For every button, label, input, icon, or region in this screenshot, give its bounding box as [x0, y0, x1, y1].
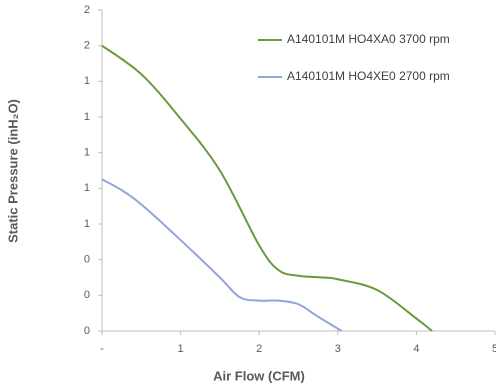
- legend-label: A140101M HO4XE0 2700 rpm: [287, 69, 450, 83]
- y-tick-label: 0: [84, 325, 90, 337]
- x-tick-label: 1: [178, 343, 184, 355]
- y-tick-label: 1: [84, 182, 90, 194]
- x-tick-label: 5: [492, 343, 496, 355]
- y-tick-label: 1: [84, 75, 90, 87]
- x-tick-label: -: [100, 343, 104, 355]
- y-tick-label: 0: [84, 289, 90, 301]
- y-tick-label: 1: [84, 147, 90, 159]
- y-tick-label: 2: [84, 40, 90, 52]
- x-tick-label: 2: [256, 343, 262, 355]
- legend-label: A140101M HO4XA0 3700 rpm: [287, 32, 450, 46]
- x-tick-label: 4: [413, 343, 419, 355]
- series-line: [101, 178, 343, 332]
- x-tick-label: 3: [335, 343, 341, 355]
- y-axis-title: Static Pressure (inH₂O): [5, 99, 20, 243]
- y-tick-label: 2: [84, 4, 90, 16]
- series-line: [101, 44, 433, 332]
- y-tick-label: 1: [84, 218, 90, 230]
- y-tick-label: 0: [84, 254, 90, 266]
- x-axis-title: Air Flow (CFM): [213, 368, 305, 383]
- y-tick-label: 1: [84, 111, 90, 123]
